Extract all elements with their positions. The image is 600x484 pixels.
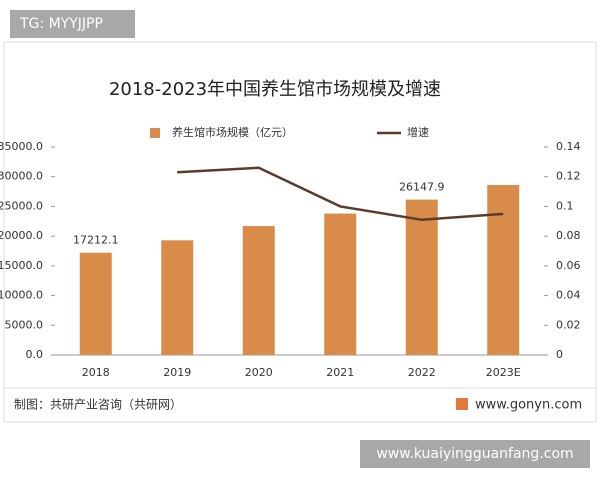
y-tick-label: 35000.0 [0, 140, 43, 153]
y-tick-label: 5000.0 [5, 318, 44, 331]
x-tick-label: 2023E [486, 366, 521, 379]
chart-title: 2018-2023年中国养生馆市场规模及增速 [109, 79, 441, 100]
logo [456, 398, 468, 410]
bar [161, 240, 194, 355]
y2-tick-label: 0.08 [556, 229, 581, 242]
bar [324, 213, 357, 355]
y2-tick-label: 0.14 [556, 140, 581, 153]
legend-label: 增速 [407, 125, 429, 139]
y-tick-label: 30000.0 [0, 170, 43, 183]
y2-tick-label: 0 [556, 348, 563, 361]
y-tick-label: 15000.0 [0, 259, 43, 272]
website: www.gonyn.com [475, 398, 582, 413]
x-tick-label: 2019 [163, 366, 191, 379]
x-tick-label: 2021 [326, 366, 354, 379]
y2-tick-label: 0.06 [556, 259, 581, 272]
banner-box [360, 440, 590, 468]
watermark-box [10, 10, 135, 38]
bar [405, 199, 438, 355]
y-tick-label: 0.0 [26, 348, 44, 361]
y-tick-label: 20000.0 [0, 229, 43, 242]
y-tick-label: 25000.0 [0, 199, 43, 212]
y2-tick-label: 0.1 [556, 199, 574, 212]
legend-swatch [150, 128, 160, 138]
bar [79, 252, 112, 355]
y-tick-label: 10000.0 [0, 289, 43, 302]
legend-label: 养生馆市场规模（亿元） [172, 125, 293, 139]
x-tick-label: 2022 [408, 366, 436, 379]
banner: www.kuaiyingguanfang.com [376, 446, 573, 462]
y2-tick-label: 0.04 [556, 289, 581, 302]
source: 制图：共研产业咨询（共研网） [14, 397, 182, 412]
bar [487, 185, 520, 355]
bar [242, 226, 275, 355]
value-label: 17212.1 [73, 234, 119, 247]
y2-tick-label: 0.12 [556, 170, 581, 183]
line [177, 166, 504, 222]
value-label: 26147.9 [399, 181, 445, 194]
x-tick-label: 2020 [245, 366, 273, 379]
y2-tick-label: 0.02 [556, 318, 581, 331]
x-tick-label: 2018 [82, 366, 110, 379]
watermark: TG: MYYJJPP [19, 16, 103, 32]
